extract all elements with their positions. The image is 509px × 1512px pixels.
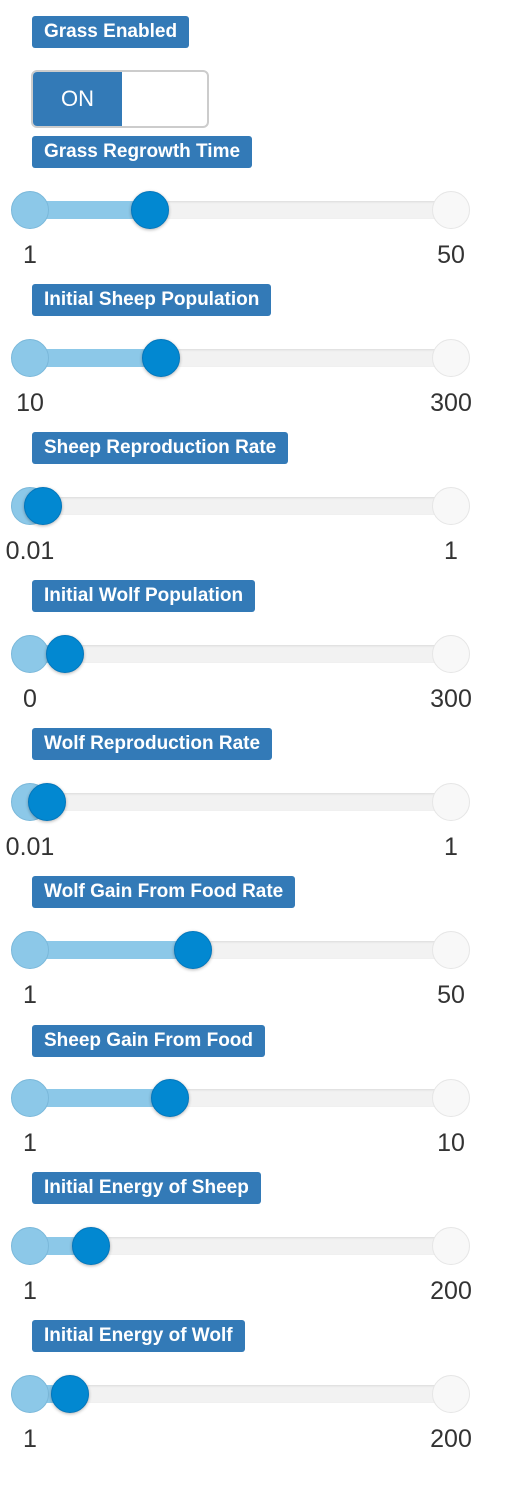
slider-max-marker bbox=[432, 339, 470, 377]
slider-handle[interactable] bbox=[23, 487, 62, 525]
slider-track[interactable] bbox=[30, 497, 451, 515]
initial-sheep-population-label: Initial Sheep Population bbox=[32, 284, 272, 316]
slider-track[interactable] bbox=[30, 793, 451, 811]
slider-fill bbox=[30, 201, 151, 219]
slider-min-label: 1 bbox=[23, 1129, 37, 1157]
slider-min-label: 0.01 bbox=[5, 537, 55, 565]
slider-min-label: 10 bbox=[16, 389, 44, 417]
initial-energy-of-wolf-label: Initial Energy of Wolf bbox=[32, 1320, 245, 1352]
grass-enabled-label: Grass Enabled bbox=[32, 16, 190, 48]
slider-handle[interactable] bbox=[151, 1079, 190, 1117]
wolf-reproduction-rate-slider[interactable]: 0.01 1 bbox=[0, 773, 509, 883]
slider-min-label: 1 bbox=[23, 241, 37, 269]
slider-max-label: 10 bbox=[437, 1129, 465, 1157]
slider-min-label: 1 bbox=[23, 1277, 37, 1305]
initial-wolf-population-label: Initial Wolf Population bbox=[32, 580, 256, 612]
slider-max-label: 50 bbox=[437, 981, 465, 1009]
slider-max-label: 1 bbox=[444, 537, 458, 565]
slider-max-marker bbox=[432, 487, 470, 525]
slider-max-label: 300 bbox=[430, 685, 472, 713]
slider-fill bbox=[30, 1089, 171, 1107]
slider-handle[interactable] bbox=[141, 339, 180, 377]
slider-handle[interactable] bbox=[174, 931, 213, 969]
sheep-reproduction-rate-label: Sheep Reproduction Rate bbox=[32, 432, 289, 464]
wolf-gain-from-food-rate-label: Wolf Gain From Food Rate bbox=[32, 876, 296, 908]
slider-handle[interactable] bbox=[46, 635, 85, 673]
toggle-on-state: ON bbox=[33, 72, 122, 126]
sheep-reproduction-rate-slider[interactable]: 0.01 1 bbox=[0, 477, 509, 587]
slider-max-marker bbox=[432, 1375, 470, 1413]
slider-max-label: 200 bbox=[430, 1277, 472, 1305]
slider-min-marker bbox=[11, 339, 49, 377]
slider-fill bbox=[30, 941, 194, 959]
slider-max-marker bbox=[432, 931, 470, 969]
slider-min-marker bbox=[11, 1079, 49, 1117]
slider-handle[interactable] bbox=[72, 1227, 111, 1265]
slider-max-label: 1 bbox=[444, 833, 458, 861]
initial-sheep-population-slider[interactable]: 10 300 bbox=[0, 329, 509, 439]
slider-handle[interactable] bbox=[28, 783, 66, 821]
wolf-gain-from-food-rate-slider[interactable]: 1 50 bbox=[0, 921, 509, 1031]
slider-min-label: 1 bbox=[23, 1425, 37, 1453]
sheep-gain-from-food-label: Sheep Gain From Food bbox=[32, 1025, 266, 1057]
slider-min-marker bbox=[11, 191, 49, 229]
sheep-gain-from-food-slider[interactable]: 1 10 bbox=[0, 1069, 509, 1179]
slider-track[interactable] bbox=[30, 1385, 451, 1403]
slider-max-label: 50 bbox=[437, 241, 465, 269]
grass-regrowth-time-label: Grass Regrowth Time bbox=[32, 136, 253, 168]
slider-fill bbox=[30, 349, 161, 367]
slider-max-label: 200 bbox=[430, 1425, 472, 1453]
slider-min-marker bbox=[11, 635, 49, 673]
slider-max-marker bbox=[432, 635, 470, 673]
grass-enabled-toggle[interactable]: ON bbox=[31, 70, 209, 128]
slider-min-marker bbox=[11, 1227, 49, 1265]
initial-energy-of-sheep-slider[interactable]: 1 200 bbox=[0, 1217, 509, 1327]
slider-min-label: 0.01 bbox=[5, 833, 55, 861]
slider-track[interactable] bbox=[30, 1237, 451, 1255]
initial-energy-of-wolf-slider[interactable]: 1 200 bbox=[0, 1365, 509, 1475]
slider-min-label: 0 bbox=[23, 685, 37, 713]
slider-min-label: 1 bbox=[23, 981, 37, 1009]
slider-max-marker bbox=[432, 1079, 470, 1117]
slider-min-marker bbox=[11, 1375, 49, 1413]
slider-max-marker bbox=[432, 191, 470, 229]
grass-regrowth-time-slider[interactable]: 1 50 bbox=[0, 181, 509, 291]
slider-track[interactable] bbox=[30, 645, 451, 663]
slider-max-marker bbox=[432, 1227, 470, 1265]
initial-wolf-population-slider[interactable]: 0 300 bbox=[0, 625, 509, 735]
slider-max-marker bbox=[432, 783, 470, 821]
slider-max-label: 300 bbox=[430, 389, 472, 417]
slider-handle[interactable] bbox=[131, 191, 170, 229]
wolf-reproduction-rate-label: Wolf Reproduction Rate bbox=[32, 728, 273, 760]
initial-energy-of-sheep-label: Initial Energy of Sheep bbox=[32, 1172, 261, 1204]
slider-min-marker bbox=[11, 931, 49, 969]
slider-handle[interactable] bbox=[51, 1375, 90, 1413]
